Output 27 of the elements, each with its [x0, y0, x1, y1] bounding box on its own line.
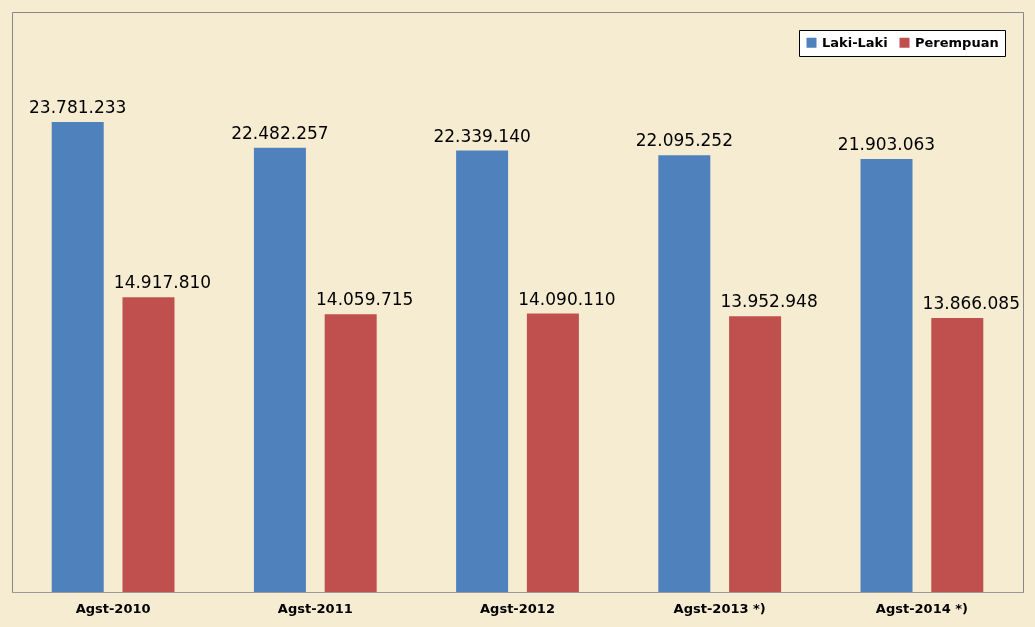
- legend-label: Perempuan: [915, 34, 999, 50]
- bar: [253, 147, 306, 592]
- bar: [860, 159, 913, 592]
- data-label: 14.059.715: [316, 289, 414, 310]
- x-tick-label: Agst-2011: [277, 600, 353, 616]
- bar: [526, 313, 579, 592]
- bar: [456, 150, 509, 592]
- bar: [324, 314, 377, 592]
- x-tick-label: Agst-2013 *): [673, 600, 766, 616]
- bar: [729, 316, 782, 592]
- data-label: 22.482.257: [231, 122, 329, 143]
- data-label: 14.090.110: [518, 288, 616, 309]
- bar: [122, 297, 175, 592]
- data-label: 22.339.140: [433, 125, 531, 146]
- x-tick-label: Agst-2010: [75, 600, 151, 616]
- data-label: 14.917.810: [113, 272, 212, 293]
- bar: [931, 317, 984, 592]
- data-label: 13.952.948: [720, 291, 818, 312]
- bar: [51, 122, 104, 592]
- legend-label: Laki-Laki: [822, 34, 888, 50]
- x-tick-label: Agst-2012: [480, 600, 555, 616]
- bar: [658, 155, 711, 592]
- data-label: 13.866.085: [922, 292, 1020, 313]
- data-label: 21.903.063: [837, 134, 936, 155]
- data-label: 23.781.233: [29, 97, 127, 117]
- data-label: 22.095.252: [635, 130, 733, 151]
- x-tick-label: Agst-2014 *): [875, 600, 968, 616]
